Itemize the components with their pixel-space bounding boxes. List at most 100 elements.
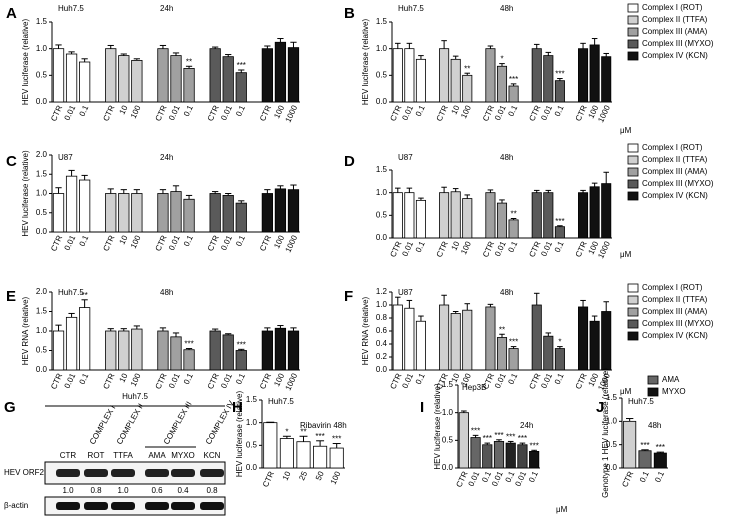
bar (118, 330, 130, 371)
significance: *** (237, 340, 246, 349)
bar (209, 193, 221, 233)
y-axis-label: HEV luciferase (relative) (433, 383, 442, 470)
panel-title: 24h (160, 4, 173, 13)
bar (65, 53, 78, 103)
x-tick-label: 0.01 (400, 239, 415, 257)
bar (209, 330, 221, 371)
cell-line: U87 (398, 288, 413, 297)
y-tick-label: 1.5 (36, 307, 48, 316)
panel-title: 48h (648, 421, 661, 430)
x-tick-label: 0.1 (414, 239, 427, 253)
bar (458, 412, 469, 469)
y-tick-label: 2.0 (36, 150, 48, 159)
x-tick-label: 0.1 (553, 103, 566, 117)
band (145, 502, 169, 510)
bar (170, 191, 182, 233)
bar (235, 350, 247, 371)
legend-swatch (627, 143, 639, 153)
legend-swatch (627, 39, 639, 49)
x-tick-label: 0.1 (480, 469, 493, 483)
x-tick-label: 0.01 (63, 371, 78, 389)
bar (65, 175, 78, 233)
y-axis-label: HEV luciferase (relative) (21, 19, 30, 106)
x-tick-label: 0.1 (527, 469, 540, 483)
bar (105, 330, 117, 371)
x-tick-label: CTR (49, 372, 64, 391)
x-tick-label: 0.1 (653, 469, 666, 483)
bar (131, 193, 143, 233)
complex-label: COMPLEX II (115, 402, 146, 446)
x-tick-label: 100 (459, 103, 473, 119)
bar (517, 444, 528, 469)
bar (589, 44, 600, 103)
x-tick-label: 50 (314, 469, 326, 481)
y-tick-label: 0.5 (376, 210, 388, 219)
bar (263, 422, 278, 469)
y-tick-label: 0.0 (376, 233, 388, 242)
legend-swatch (647, 375, 659, 385)
y-tick-label: 1.0 (246, 418, 258, 427)
bar (105, 193, 117, 233)
bar (415, 320, 426, 371)
legend-label: Complex III (AMA) (642, 27, 708, 36)
legend-label: Complex II (TTFA) (642, 295, 708, 304)
y-tick-label: 1.0 (376, 44, 388, 53)
bar (222, 334, 234, 371)
bar (450, 58, 461, 103)
significance: *** (509, 75, 518, 84)
y-tick-label: 1.0 (376, 300, 388, 309)
panel-title: 48h (160, 288, 173, 297)
bar (638, 450, 652, 469)
x-tick-label: CTR (574, 372, 589, 391)
significance: *** (184, 340, 193, 349)
legend-label: Complex III (MYXO) (642, 39, 714, 48)
x-tick-label: 0.1 (553, 239, 566, 253)
x-tick-label: 100 (129, 233, 143, 249)
lane-label: AMA (148, 451, 166, 460)
bar (118, 55, 130, 103)
x-tick-label: CTR (258, 104, 273, 123)
bar (287, 330, 300, 371)
bar (222, 195, 234, 233)
bar (554, 226, 565, 239)
bar (170, 55, 182, 103)
x-tick-label: 0.01 (490, 469, 505, 487)
lane-label: CTR (60, 451, 77, 460)
bar (462, 198, 473, 239)
bar (287, 47, 300, 103)
legend-label: Complex III (MYXO) (642, 179, 714, 188)
cell-line: Huh7.5 (398, 4, 424, 13)
bar (274, 327, 287, 371)
significance: *** (640, 441, 649, 450)
legend-label: MYXO (662, 387, 686, 396)
bar (52, 193, 65, 233)
x-tick-label: 0.01 (219, 233, 234, 251)
y-tick-label: 2.0 (36, 287, 48, 296)
bar (209, 48, 221, 103)
panel-label: F (344, 288, 353, 305)
x-tick-label: CTR (49, 234, 64, 253)
x-tick-label: 0.1 (234, 233, 247, 247)
panel-label: D (344, 153, 355, 170)
legend-swatch (627, 283, 639, 293)
panel-label: J (596, 399, 604, 416)
bar (52, 48, 65, 103)
bar (261, 48, 273, 103)
y-axis-label: HEV RNA (relative) (21, 296, 30, 365)
bar (131, 60, 143, 103)
cell-line: U87 (398, 153, 413, 162)
x-tick-label: CTR (454, 470, 469, 489)
significance: *** (555, 217, 564, 226)
x-tick-label: 0.01 (539, 239, 554, 257)
y-tick-label: 0.0 (36, 365, 48, 374)
legend-label: Complex IV (KCN) (642, 191, 708, 200)
x-tick-label: 0.1 (504, 469, 517, 483)
bar (485, 192, 496, 239)
x-tick-label: CTR (435, 104, 450, 123)
panel-title: 48h (500, 153, 513, 162)
cell-line: U87 (58, 153, 73, 162)
x-tick-label: 0.1 (234, 103, 247, 117)
cell-line: Huh7.5 (122, 392, 148, 401)
unit-label: μM (620, 126, 632, 135)
legend-swatch (647, 387, 659, 397)
